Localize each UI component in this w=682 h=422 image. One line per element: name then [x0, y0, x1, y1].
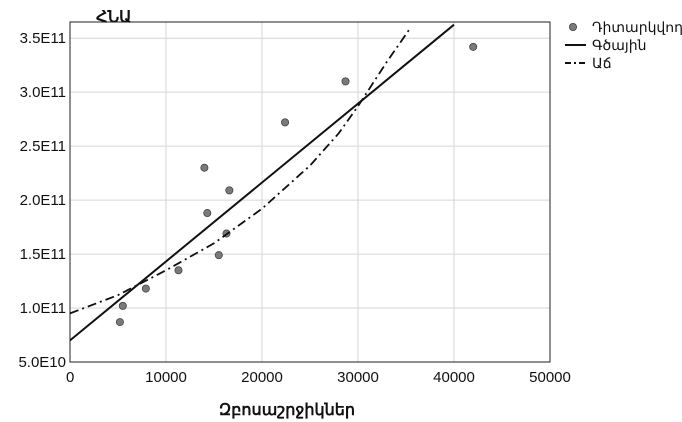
y-tick-label: 1.0E11	[20, 300, 66, 317]
series-layer	[70, 23, 478, 342]
observed-point	[118, 301, 127, 310]
y-axis-title: ՀՆԱ	[96, 9, 131, 26]
y-tick-label: 3.5E11	[20, 30, 66, 47]
observed-point	[203, 209, 212, 218]
x-tick-label: 20000	[241, 369, 283, 386]
y-tick-label: 3.0E11	[20, 84, 66, 101]
legend-swatch-observed	[569, 22, 578, 31]
x-tick-label: 10000	[145, 369, 187, 386]
observed-point	[141, 284, 150, 293]
observed-point	[341, 77, 350, 86]
legend-label: Գծային	[592, 37, 646, 53]
linear-fit-line	[70, 23, 455, 342]
y-tick-label: 2.0E11	[20, 192, 66, 209]
x-tick-label: 0	[66, 369, 74, 386]
observed-point	[225, 186, 234, 195]
legend-label: Աճ	[592, 55, 612, 71]
observed-point	[115, 318, 124, 327]
observed-point	[281, 118, 290, 127]
grid-lines	[69, 22, 551, 363]
growth-fit-line	[70, 26, 412, 315]
x-tick-label: 40000	[433, 369, 475, 386]
y-tick-label: 5.0E10	[18, 354, 66, 371]
observed-point	[469, 42, 478, 51]
y-tick-labels: 5.0E10 1.0E11 1.5E11 2.0E11 2.5E11 3.0E11 3.5E…	[18, 30, 66, 371]
y-tick-label: 2.5E11	[20, 138, 66, 155]
x-tick-label: 30000	[337, 369, 379, 386]
y-tick-label: 1.5E11	[20, 246, 66, 263]
legend-label: Դիտարկվող	[592, 19, 682, 35]
plot-frame	[69, 21, 551, 363]
observed-point	[214, 251, 223, 260]
x-tick-label: 50000	[529, 369, 571, 386]
observed-point	[174, 266, 183, 275]
x-axis-title: Զբոսաշրջիկներ	[219, 402, 355, 419]
x-tick-labels: 0 10000 20000 30000 40000 50000	[66, 369, 571, 386]
legend: Դիտարկվող Գծային Աճ	[565, 19, 682, 71]
observed-point	[200, 163, 209, 172]
